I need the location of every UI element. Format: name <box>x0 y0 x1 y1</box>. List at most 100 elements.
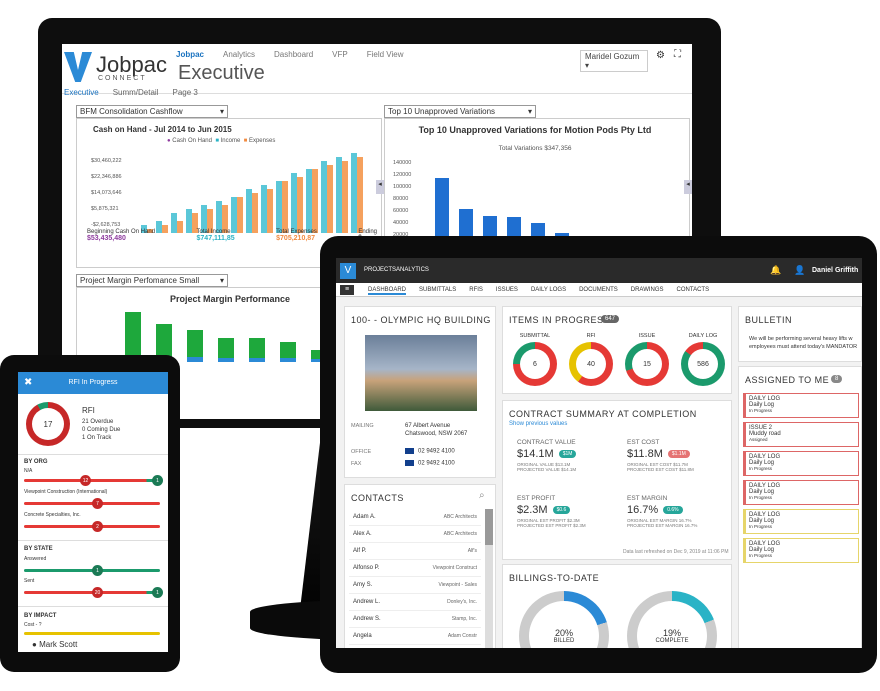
item-status: In Progress <box>749 466 773 471</box>
nav-vfp[interactable]: VFP <box>332 50 348 59</box>
contact-row[interactable]: Alex A. ABC Architects <box>349 526 481 543</box>
tablet-header: V PROJECTS ANALYTICS 🔔 👤 Daniel Griffith <box>336 258 862 283</box>
tab-analytics[interactable]: ANALYTICS <box>396 267 429 273</box>
gear-icon[interactable]: ⚙ <box>656 50 665 61</box>
ring-item[interactable]: SUBMITTAL 6 <box>509 333 561 386</box>
office-number: 02 9492 4100 <box>418 448 455 455</box>
state-slider[interactable]: 20 1 <box>24 587 163 598</box>
close-icon[interactable]: ✖ <box>24 377 33 388</box>
contact-row[interactable]: Alf P. Alf's <box>349 543 481 560</box>
assigned-item[interactable]: DAILY LOG Daily Log In Progress <box>743 480 859 505</box>
contract-cell: EST MARGIN 16.7% 0.6% ORIGINAL EST MARGIN 1… <box>627 495 727 528</box>
item-type: DAILY LOG <box>749 512 781 518</box>
ring-value: 586 <box>688 349 718 379</box>
ring-item[interactable]: DAILY LOG 586 <box>677 333 729 386</box>
nav-jobpac[interactable]: Jobpac <box>176 50 205 59</box>
state-knob[interactable]: 20 <box>92 587 103 598</box>
user-icon[interactable]: 👤 <box>794 265 806 275</box>
margin-select[interactable]: Project Margin Perfomance Small ▾ <box>76 274 228 287</box>
cell-original: ORIGINAL VALUE $13.1M <box>517 462 571 467</box>
contact-name: Andrew S. <box>353 616 381 622</box>
org-knob[interactable]: 2 <box>92 521 103 532</box>
search-icon[interactable]: ⌕ <box>479 490 485 501</box>
state-knob[interactable]: 1 <box>92 565 103 576</box>
tab-daily-logs[interactable]: DAILY LOGS <box>530 287 567 293</box>
cashflow-yaxis: $30,460,222 $22,346,886 $14,073,646 $5,875,… <box>91 153 122 233</box>
org-slider[interactable]: 12 1 <box>24 475 163 486</box>
ring-label: ISSUE <box>638 333 656 339</box>
contact-row[interactable]: Alfonso P. Viewpoint Construct <box>349 560 481 577</box>
org-knob[interactable]: 1 <box>152 475 163 486</box>
fax-number[interactable]: 02 9492 4100 <box>405 460 455 467</box>
nav-field-view[interactable]: Field View <box>366 50 404 59</box>
crumb-executive[interactable]: Executive <box>64 88 99 97</box>
ring-chart: 6 <box>513 342 557 386</box>
rfi-donut: 17 <box>26 402 70 446</box>
assigned-item[interactable]: DAILY LOG Daily Log In Progress <box>743 451 859 476</box>
crumb-page[interactable]: Page 3 <box>172 88 198 97</box>
variations-yaxis: 140000 120000 100000 80000 60000 40000 20000 <box>393 157 411 241</box>
ytick: -$2,628,753 <box>91 222 121 228</box>
collapse-handle[interactable]: ◂ <box>376 180 384 194</box>
assigned-item[interactable]: DAILY LOG Daily Log In Progress <box>743 538 859 563</box>
user-name[interactable]: Daniel Griffith <box>812 267 859 274</box>
contact-row[interactable]: Angela Adam Constr <box>349 628 481 645</box>
crumb-summ[interactable]: Summ/Detail <box>112 88 159 97</box>
tab-issues[interactable]: ISSUES <box>495 287 518 293</box>
scrollbar[interactable] <box>485 509 493 648</box>
tab-submittals[interactable]: SUBMITTALS <box>419 287 457 293</box>
state-slider[interactable]: 1 <box>24 565 160 576</box>
expense-bar <box>207 209 213 233</box>
assigned-item[interactable]: DAILY LOG Daily Log In Progress <box>743 393 859 418</box>
tab-documents[interactable]: DOCUMENTS <box>579 287 618 293</box>
contract-cell: EST COST $11.8M $1.1M ORIGINAL EST COST $11… <box>627 439 727 472</box>
assigned-item[interactable]: DAILY LOG Daily Log In Progress <box>743 509 859 534</box>
office-phone[interactable]: 02 9492 4100 <box>405 448 455 455</box>
flag-icon <box>405 448 414 454</box>
margin-bar-green <box>311 350 327 360</box>
cashflow-chart <box>141 149 371 239</box>
nav-analytics[interactable]: Analytics <box>223 50 256 59</box>
cashflow-select[interactable]: BFM Consolidation Cashflow ▾ <box>76 105 228 118</box>
scroll-thumb[interactable] <box>485 509 493 545</box>
assigned-title[interactable]: ASSIGNED TO ME ▾ <box>745 375 837 386</box>
state-knob[interactable]: 1 <box>152 587 163 598</box>
variations-select[interactable]: Top 10 Unapproved Variations ▾ <box>384 105 536 118</box>
contact-row[interactable]: Andrew S. Stamp, Inc. <box>349 611 481 628</box>
org-slider[interactable]: 7 <box>24 498 160 509</box>
org-knob[interactable]: 12 <box>80 475 91 486</box>
org-slider[interactable]: 2 <box>24 521 160 532</box>
footer-cash: Beginning Cash On Hand $53,435,480 <box>87 229 155 242</box>
impact-slider[interactable] <box>24 632 160 635</box>
tab-rfis[interactable]: RFIS <box>469 287 483 293</box>
item-type: ISSUE 2 <box>749 425 773 431</box>
tab-drawings[interactable]: DRAWINGS <box>630 287 664 293</box>
menu-icon[interactable]: ≡ <box>340 285 354 295</box>
cell-badge: 0.6% <box>663 506 683 515</box>
contact-row[interactable]: Adam A. ABC Architects <box>349 509 481 526</box>
collapse-handle[interactable]: ◂ <box>684 180 692 194</box>
ring-item[interactable]: RFI 40 <box>565 333 617 386</box>
cell-badge: $1.1M <box>667 450 690 459</box>
contact-row[interactable]: Amy S. Viewpoint - Sales <box>349 577 481 594</box>
item-type: DAILY LOG <box>749 483 781 489</box>
tab-contacts[interactable]: CONTACTS <box>676 287 710 293</box>
fullscreen-icon[interactable]: ⛶ <box>674 49 681 60</box>
org-knob[interactable]: 7 <box>92 498 103 509</box>
margin-bar-green <box>249 337 265 358</box>
expense-bar <box>252 193 258 233</box>
assigned-item[interactable]: ISSUE 2 Muddy road Assigned <box>743 422 859 447</box>
ring-item[interactable]: ISSUE 15 <box>621 333 673 386</box>
tab-projects[interactable]: PROJECTS <box>364 267 397 273</box>
show-previous-link[interactable]: Show previous values <box>509 421 568 427</box>
contact-row[interactable]: Andrew L. Donley's, Inc. <box>349 594 481 611</box>
person-row[interactable]: ● Mark Scott <box>32 640 77 649</box>
contact-name: Amy S. <box>353 582 373 588</box>
divider <box>18 606 168 607</box>
user-dropdown[interactable]: Maridel Gozum ▾ <box>580 50 648 72</box>
nav-dashboard[interactable]: Dashboard <box>274 50 314 59</box>
bell-icon[interactable]: 🔔 <box>770 265 782 275</box>
address-line2: Chatswood, NSW 2067 <box>405 431 468 437</box>
tab-dashboard[interactable]: DASHBOARD <box>368 287 407 295</box>
